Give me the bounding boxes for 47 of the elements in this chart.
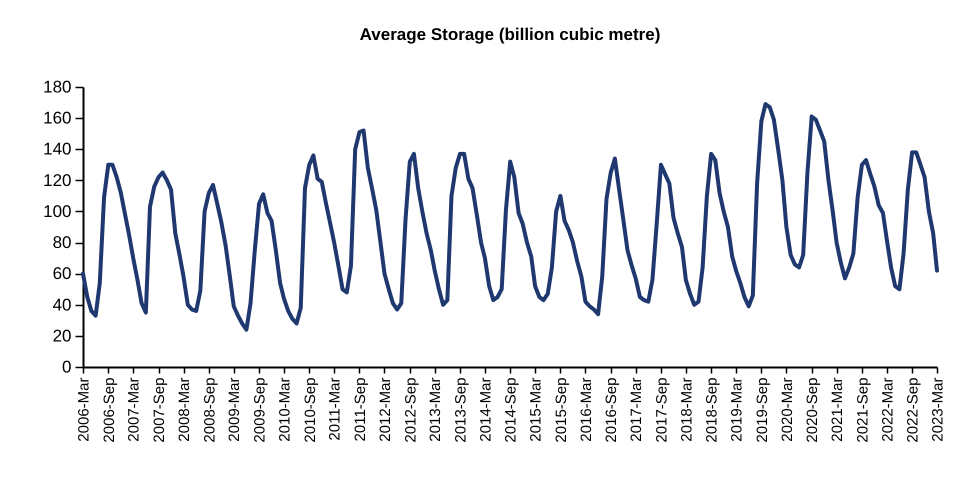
x-tick-label: 2014-Sep xyxy=(502,378,520,443)
y-tick-label: 120 xyxy=(43,170,72,190)
x-tick-label: 2012-Sep xyxy=(402,378,420,443)
y-tick-label: 20 xyxy=(52,326,72,346)
x-tick-label: 2011-Sep xyxy=(352,378,369,442)
x-tick-label: 2007-Mar xyxy=(126,378,143,442)
y-tick-label: 160 xyxy=(43,108,72,128)
x-tick-label: 2011-Mar xyxy=(326,378,344,441)
x-tick-label: 2015-Mar xyxy=(528,378,545,442)
y-tick-label: 80 xyxy=(52,233,72,252)
y-tick-label: 100 xyxy=(43,202,72,221)
x-tick-label: 2008-Mar xyxy=(176,378,194,442)
x-tick-label: 2020-Sep xyxy=(804,378,822,443)
y-tick-label: 0 xyxy=(62,358,72,376)
x-tick-label: 2014-Mar xyxy=(477,378,494,442)
x-tick-label: 2022-Sep xyxy=(904,378,922,443)
x-tick-label: 2013-Sep xyxy=(452,378,470,443)
x-tick-label: 2016-Sep xyxy=(603,378,620,443)
x-tick-label: 2018-Mar xyxy=(678,378,696,442)
x-tick-label: 2019-Sep xyxy=(754,378,771,443)
x-tick-label: 2009-Mar xyxy=(226,378,244,442)
x-tick-label: 2016-Mar xyxy=(578,378,595,442)
x-tick-label: 2013-Mar xyxy=(427,378,444,442)
x-tick-label: 2010-Sep xyxy=(302,378,319,443)
chart-title: Average Storage (billion cubic metre) xyxy=(360,25,660,44)
x-tick-label: 2018-Sep xyxy=(704,378,721,443)
x-tick-label: 2015-Sep xyxy=(552,378,570,443)
x-tick-label: 2006-Mar xyxy=(76,378,92,442)
line-series xyxy=(81,102,939,332)
y-tick-label: 40 xyxy=(52,295,72,314)
x-tick-label: 2019-Mar xyxy=(728,378,746,442)
y-tick-label: 180 xyxy=(43,78,72,96)
x-tick-label: 2017-Mar xyxy=(628,378,646,442)
x-tick-label: 2008-Sep xyxy=(201,378,218,443)
x-tick-label: 2007-Sep xyxy=(151,378,168,443)
x-tick-label: 2012-Mar xyxy=(376,378,394,442)
x-tick-label: 2021-Mar xyxy=(829,378,846,442)
x-tick-label: 2010-Mar xyxy=(276,378,294,442)
x-tick-label: 2006-Sep xyxy=(100,378,118,443)
x-tick-label: 2020-Mar xyxy=(778,378,796,442)
x-tick-label: 2017-Sep xyxy=(653,378,670,443)
x-tick-label: 2023-Mar xyxy=(930,378,946,442)
x-tick-label: 2022-Mar xyxy=(879,378,896,442)
x-tick-label: 2021-Sep xyxy=(854,378,872,443)
y-tick-label: 60 xyxy=(52,264,72,284)
x-tick-label: 2009-Sep xyxy=(252,378,269,443)
y-tick-label: 140 xyxy=(43,140,72,159)
